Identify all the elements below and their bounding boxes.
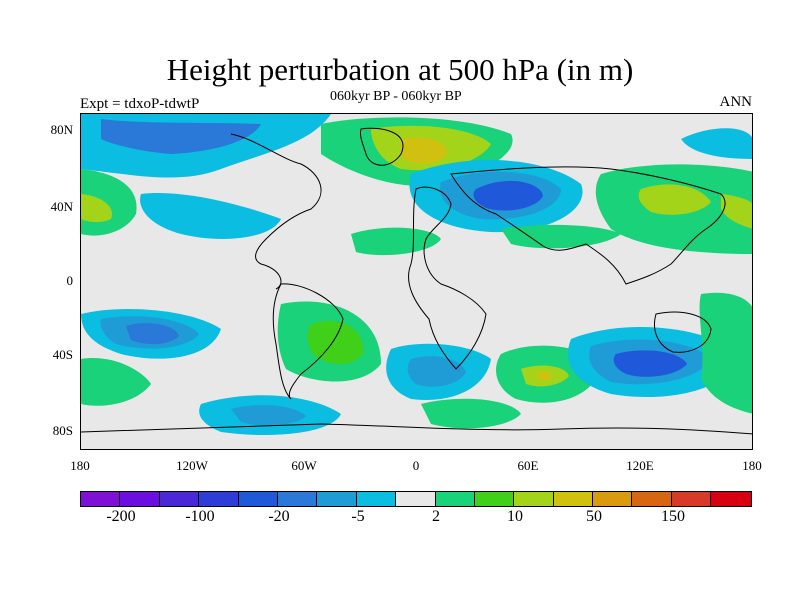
- colorbar-swatch-7: [356, 492, 397, 506]
- colorbar-swatch-12: [553, 492, 594, 506]
- colorbar-swatch-8: [396, 492, 436, 506]
- colorbar-label-150: 150: [661, 508, 685, 525]
- colorbar-swatch-0: [81, 492, 121, 506]
- lon-tick-60w: 60W: [291, 458, 317, 473]
- colorbar-label-2: 2: [432, 508, 440, 525]
- coastline-europe-africa: [408, 186, 487, 370]
- contour-field: [81, 114, 752, 435]
- colorbar-swatch-9: [435, 492, 475, 506]
- coastline-australia: [654, 311, 712, 353]
- lon-tick-0: 0: [412, 458, 420, 473]
- coastline-greenland: [360, 127, 404, 166]
- pos-contour-tropical-atlantic: [351, 227, 441, 256]
- map-plot-area: [80, 113, 753, 450]
- colorbar-label-neg5: -5: [351, 508, 365, 525]
- neg-contour-npacific: [140, 193, 281, 239]
- lat-tick-0: 0: [66, 273, 74, 288]
- colorbar-swatch-6: [317, 492, 357, 506]
- lon-tick-180w: 180: [70, 458, 90, 473]
- lat-tick-40n: 40N: [50, 199, 73, 214]
- colorbar-swatch-15: [671, 492, 712, 506]
- colorbar-swatch-4: [238, 492, 278, 506]
- neg-contour-nw-africa: [681, 128, 752, 159]
- pos-contour-indian: [501, 224, 621, 249]
- map-subtitle: 060kyr BP - 060kyr BP: [330, 89, 462, 104]
- colorbar-swatch-1: [120, 492, 160, 506]
- colorbar-swatch-13: [593, 492, 633, 506]
- pos-contour-east-edge: [721, 194, 752, 229]
- neg-contour-eurasia-core: [473, 180, 543, 211]
- colorbar-swatch-11: [514, 492, 554, 506]
- colorbar-swatch-5: [277, 492, 318, 506]
- pos-contour-asia-mid: [638, 184, 711, 215]
- lon-tick-120e: 120E: [626, 458, 654, 473]
- lon-tick-180e: 180: [742, 458, 762, 473]
- lat-tick-40s: 40S: [52, 347, 73, 362]
- pos-contour-westpac-mid: [81, 194, 112, 223]
- colorbar-swatch-2: [159, 492, 200, 506]
- map-title: Height perturbation at 500 hPa (in m): [166, 52, 634, 87]
- pos-contour-sindian-core: [536, 371, 552, 381]
- coastline-south-america: [272, 283, 344, 400]
- lon-tick-60e: 60E: [517, 458, 539, 473]
- pos-contour-south-america-mid: [307, 320, 364, 365]
- neg-contour-southern-ocean-mid: [231, 405, 306, 426]
- experiment-label: Expt = tdxoP-tdwtP: [80, 96, 200, 112]
- colorbar-label-10: 10: [507, 508, 523, 525]
- coastline-antarctica: [81, 423, 752, 435]
- neg-contour-spacific-core: [126, 323, 179, 345]
- coastline-asia: [450, 166, 726, 285]
- colorbar-swatch-3: [199, 492, 239, 506]
- pos-contour-sw: [81, 358, 151, 406]
- colorbar-label-neg20: -20: [268, 508, 290, 525]
- colorbar-swatch-14: [632, 492, 672, 506]
- colorbar-swatch-10: [474, 492, 515, 506]
- lat-tick-80s: 80S: [52, 423, 73, 438]
- lon-tick-120w: 120W: [176, 458, 208, 473]
- neg-contour-arctic-west-core: [101, 119, 261, 154]
- pos-contour-antarctic: [421, 398, 521, 429]
- colorbar-label-50: 50: [586, 508, 602, 525]
- colorbar: [80, 491, 752, 507]
- colorbar-label-neg200: -200: [106, 508, 136, 525]
- neg-contour-saustralia-core: [613, 350, 687, 377]
- pos-contour-spacific-east: [699, 292, 752, 414]
- coastline-north-america: [230, 133, 322, 290]
- colorbar-label-neg100: -100: [185, 508, 215, 525]
- lat-tick-80n: 80N: [50, 122, 73, 137]
- colorbar-swatch-16: [711, 492, 751, 506]
- season-label: ANN: [719, 94, 753, 110]
- pos-contour-arctic-core: [401, 137, 447, 164]
